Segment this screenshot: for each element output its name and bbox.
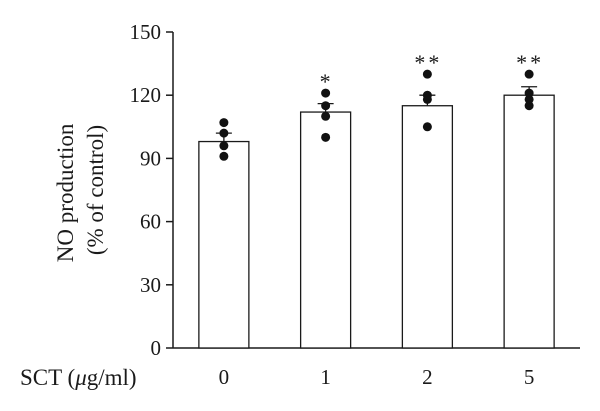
x-tick-label: 2 [422,365,433,389]
y-axis-title: NO production (% of control) [53,118,108,262]
bar [198,140,250,349]
data-point [219,118,229,128]
x-tick-label: 0 [219,365,230,389]
significance-marker: ** [516,50,544,75]
data-point [321,111,331,121]
data-point [321,101,331,111]
y-tick-label: 90 [140,146,161,170]
data-point [422,69,432,79]
data-point [422,122,432,132]
x-axis-title-mu: μ [74,365,87,390]
data-point [422,90,432,100]
data-point [321,132,331,142]
x-axis-title-suffix: g/ml) [87,365,137,390]
x-axis-title: SCT (μg/ml) [20,365,137,390]
data-point [321,88,331,98]
data-points [219,69,534,161]
y-axis-title-line-1: NO production [53,123,78,262]
y-tick-label: 0 [151,336,162,360]
y-tick-label: 30 [140,273,161,297]
data-point [524,101,534,111]
significance-marker: ** [414,50,442,75]
bars [198,94,555,349]
data-point [524,69,534,79]
bar [503,94,555,349]
bar [299,111,352,349]
error-bars [215,86,538,142]
y-tick-label: 120 [130,83,162,107]
y-axis: 0 30 60 90 120 150 [130,20,174,360]
x-axis-title-prefix: SCT ( [20,365,75,390]
x-tick-label: 1 [320,365,331,389]
data-point [219,141,229,151]
x-axis: 0 1 2 5 [173,347,580,389]
data-point [524,88,534,98]
data-point [524,94,534,104]
y-tick-label: 60 [140,210,161,234]
significance-marker: * [320,69,334,94]
bar [401,105,454,349]
data-point [219,128,229,138]
y-tick-label: 150 [130,20,162,44]
significance-markers: *** ** [320,50,544,94]
y-axis-title-line-2: (% of control) [83,125,108,255]
data-point [219,151,229,161]
x-tick-label: 5 [524,365,535,389]
